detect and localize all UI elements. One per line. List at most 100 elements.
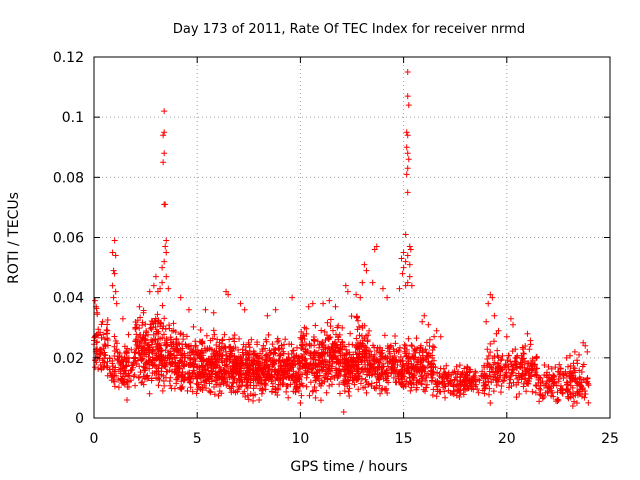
data-point xyxy=(406,261,413,268)
data-point xyxy=(331,349,338,356)
data-point xyxy=(311,383,318,390)
data-point xyxy=(556,371,563,378)
data-point xyxy=(404,189,411,196)
data-point xyxy=(408,384,415,391)
data-point xyxy=(242,343,249,350)
data-point xyxy=(388,364,395,371)
data-point xyxy=(282,362,289,369)
data-point xyxy=(164,368,171,375)
data-point xyxy=(132,324,139,331)
data-point xyxy=(578,369,585,376)
data-point xyxy=(201,371,208,378)
data-point xyxy=(283,388,290,395)
data-point xyxy=(208,360,215,367)
y-tick-label: 0.08 xyxy=(53,170,84,186)
data-point xyxy=(132,382,139,389)
data-point xyxy=(298,345,305,352)
data-point xyxy=(259,385,266,392)
data-point xyxy=(341,388,348,395)
data-point xyxy=(387,350,394,357)
data-point xyxy=(470,373,477,380)
data-point xyxy=(136,303,143,310)
data-point xyxy=(404,252,411,259)
data-point xyxy=(163,342,170,349)
data-point xyxy=(504,357,511,364)
data-point xyxy=(99,318,106,325)
data-point xyxy=(545,388,552,395)
data-point xyxy=(295,387,302,394)
data-point xyxy=(486,391,493,398)
data-point xyxy=(110,267,117,274)
chart-title: Day 173 of 2011, Rate Of TEC Index for r… xyxy=(173,22,525,37)
data-point xyxy=(361,261,368,268)
data-point xyxy=(280,350,287,357)
data-point xyxy=(288,366,295,373)
data-point xyxy=(305,303,312,310)
data-point xyxy=(522,343,529,350)
data-point xyxy=(311,352,318,359)
data-point xyxy=(245,396,252,403)
data-point xyxy=(243,361,250,368)
data-point xyxy=(400,249,407,256)
data-point xyxy=(551,373,558,380)
data-point xyxy=(345,388,352,395)
data-point xyxy=(155,336,162,343)
data-point xyxy=(177,371,184,378)
data-point xyxy=(209,356,216,363)
data-point xyxy=(371,246,378,253)
data-point xyxy=(461,371,468,378)
data-point xyxy=(162,201,169,208)
data-point xyxy=(399,367,406,374)
data-point xyxy=(347,330,354,337)
data-point xyxy=(404,93,411,100)
data-point xyxy=(515,370,522,377)
data-point xyxy=(223,382,230,389)
data-point xyxy=(243,382,250,389)
data-point xyxy=(229,360,236,367)
data-point xyxy=(330,342,337,349)
data-point xyxy=(328,345,335,352)
data-point xyxy=(406,273,413,280)
data-point xyxy=(404,69,411,76)
data-point xyxy=(323,370,330,377)
data-point xyxy=(481,390,488,397)
data-point xyxy=(396,285,403,292)
data-point xyxy=(92,297,99,304)
data-point xyxy=(223,288,230,295)
data-point xyxy=(230,379,237,386)
data-point xyxy=(509,366,516,373)
data-point xyxy=(226,336,233,343)
data-point xyxy=(554,389,561,396)
data-point xyxy=(153,365,160,372)
data-point xyxy=(92,364,99,371)
data-point xyxy=(585,382,592,389)
data-point xyxy=(537,386,544,393)
data-point xyxy=(494,376,501,383)
data-point xyxy=(375,358,382,365)
data-point xyxy=(156,361,163,368)
data-point xyxy=(104,316,111,323)
data-point xyxy=(181,350,188,357)
data-point xyxy=(139,378,146,385)
data-point xyxy=(115,384,122,391)
data-point xyxy=(497,357,504,364)
data-point xyxy=(121,367,128,374)
data-point xyxy=(573,388,580,395)
data-point xyxy=(390,374,397,381)
data-point xyxy=(326,297,333,304)
data-point xyxy=(381,385,388,392)
data-point xyxy=(422,346,429,353)
data-point xyxy=(339,338,346,345)
data-point xyxy=(162,347,169,354)
data-point xyxy=(95,353,102,360)
data-point xyxy=(369,279,376,286)
data-point xyxy=(407,379,414,386)
data-point xyxy=(285,394,292,401)
data-point xyxy=(447,378,454,385)
data-point xyxy=(423,374,430,381)
data-point xyxy=(265,331,272,338)
data-point xyxy=(564,379,571,386)
data-point xyxy=(180,336,187,343)
data-point xyxy=(162,243,169,250)
